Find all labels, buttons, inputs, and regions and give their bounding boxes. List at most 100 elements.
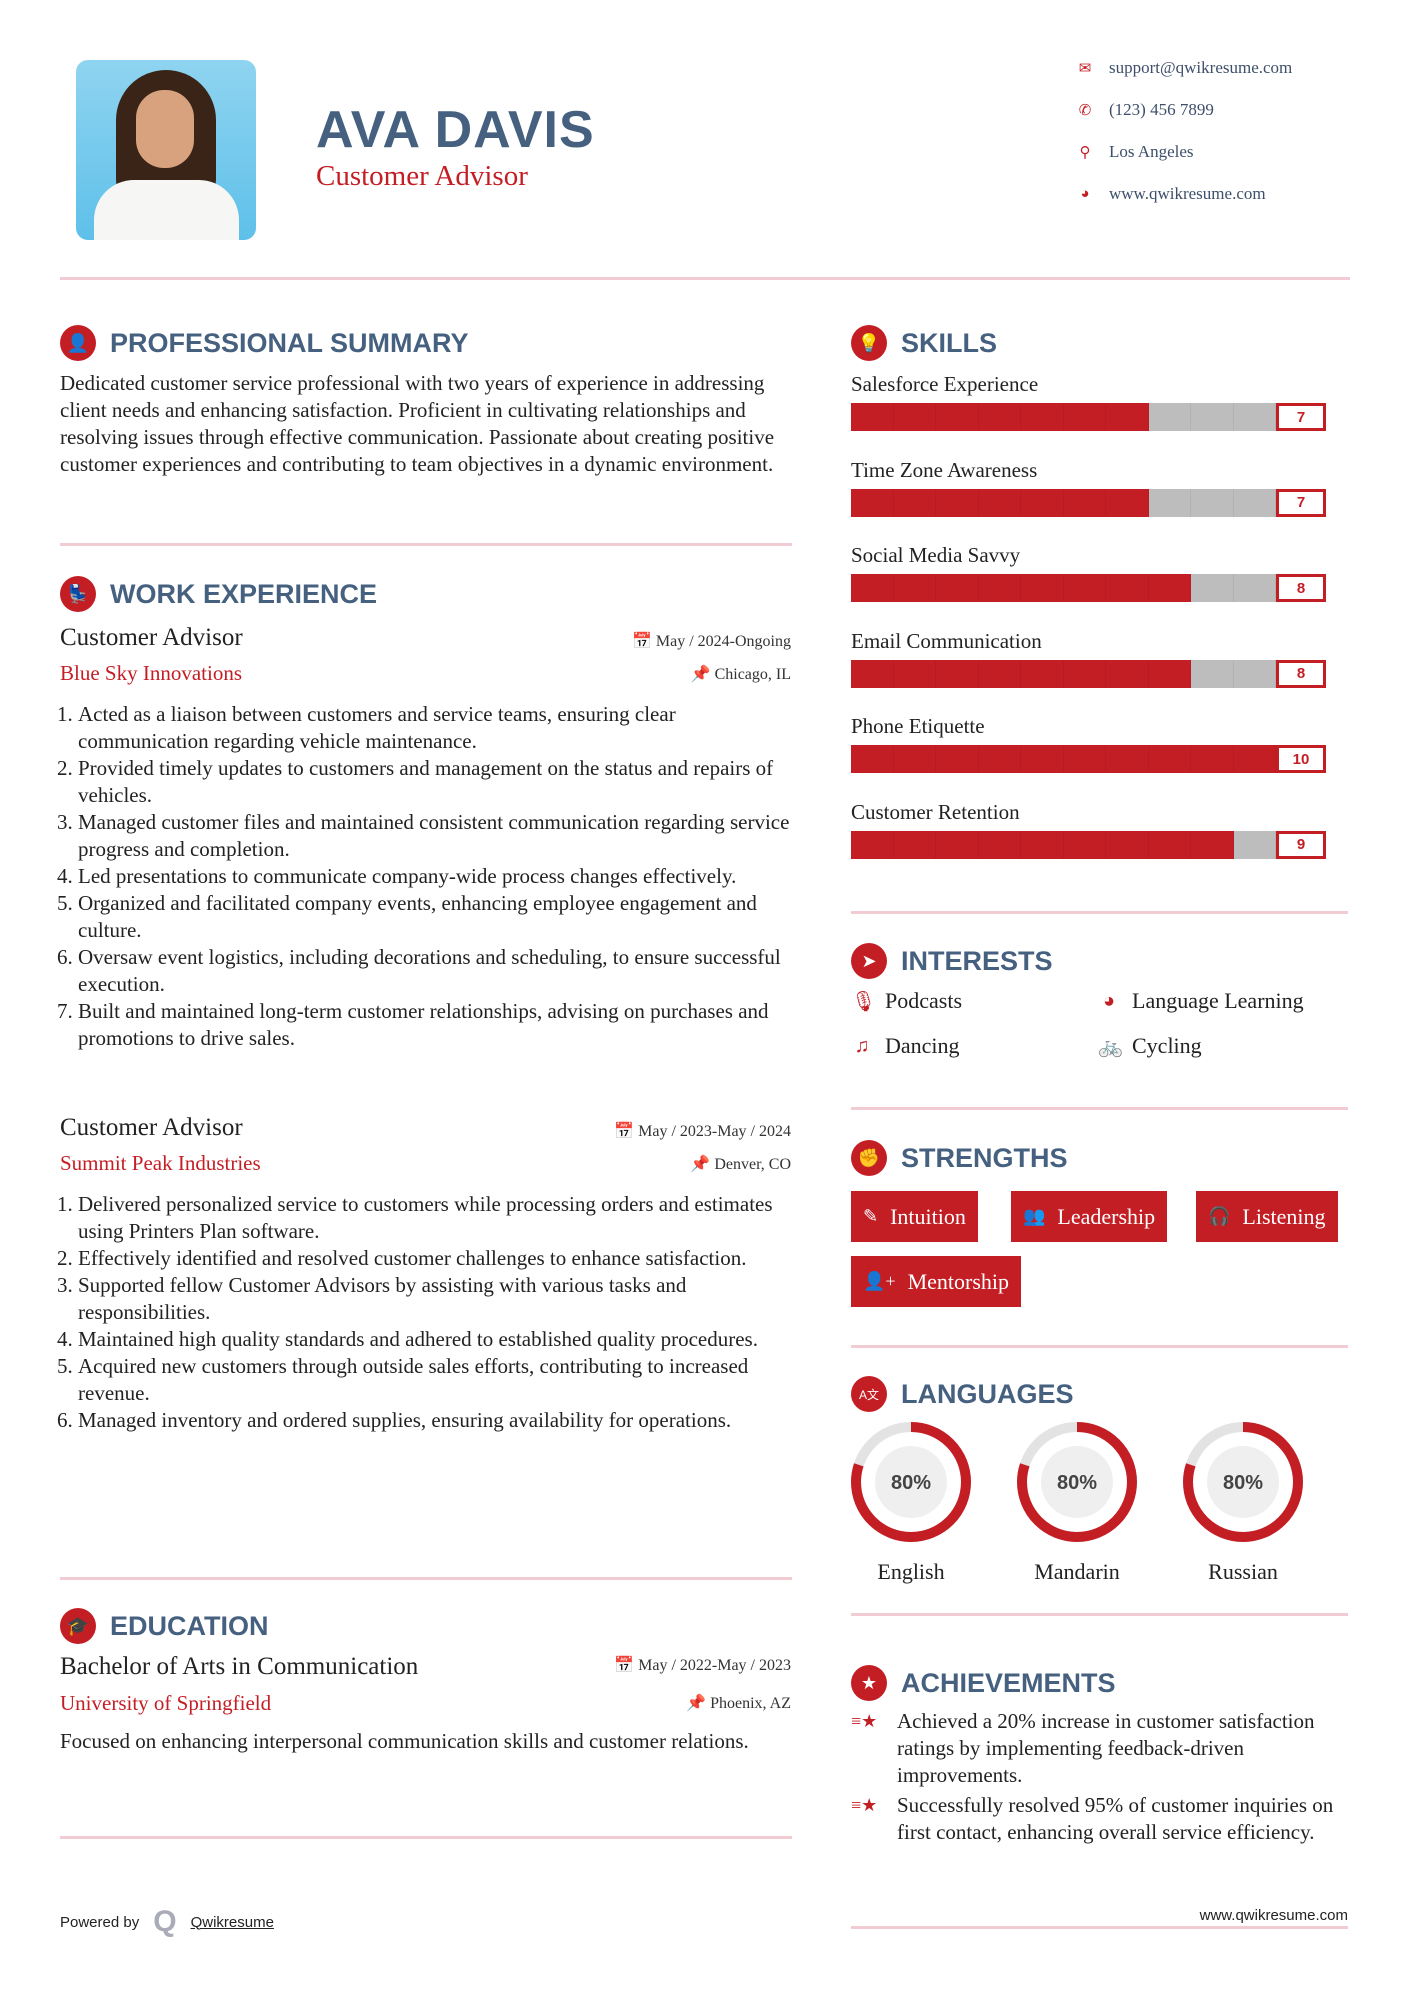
skill-segment <box>893 403 936 431</box>
language-label: English <box>877 1559 945 1584</box>
interest-item: ♫ Dancing <box>851 1033 960 1059</box>
strength-chip: ✎ Intuition <box>851 1191 978 1242</box>
star-icon: ★ <box>851 1665 887 1701</box>
footer-divider <box>851 1926 1348 1929</box>
section-title: ACHIEVEMENTS <box>901 1667 1116 1698</box>
contact-item: ⚲ Los Angeles <box>1075 142 1194 162</box>
skill-segment <box>1233 403 1276 431</box>
date-text: May / 2023-May / 2024 <box>638 1123 791 1140</box>
company-name: Blue Sky Innovations <box>60 661 242 685</box>
skill-segment <box>1021 574 1064 602</box>
skill-segment <box>1106 574 1149 602</box>
language-item: 80% Mandarin <box>1015 1420 1139 1585</box>
language-donut: 80% <box>1017 1422 1137 1542</box>
skills-heading: 💡 SKILLS <box>851 325 997 361</box>
skill-segment <box>1063 745 1106 773</box>
achievement-item: ≡★ Successfully resolved 95% of customer … <box>851 1792 1348 1846</box>
skill-segment <box>1233 745 1276 773</box>
skill-segment <box>1021 745 1064 773</box>
skill-label: Email Communication <box>851 628 1042 653</box>
skill-segment <box>1021 659 1064 688</box>
list-item: Oversaw event logistics, including decor… <box>78 944 800 998</box>
section-title: WORK EXPERIENCE <box>110 578 378 609</box>
list-item: Built and maintained long-term customer … <box>78 998 800 1052</box>
section-title: STRENGTHS <box>901 1142 1068 1173</box>
list-item: Effectively identified and resolved cust… <box>78 1245 800 1272</box>
candidate-title: Customer Advisor <box>316 160 528 192</box>
skill-segment <box>1021 830 1064 859</box>
skill-segment <box>851 830 894 859</box>
skill-segment <box>1233 659 1276 688</box>
skill-value: 8 <box>1276 574 1326 602</box>
donut-fill <box>851 1422 971 1542</box>
skill-segment <box>936 574 979 602</box>
skill-segment <box>1148 574 1191 602</box>
education-location: 📌 Phoenix, AZ <box>686 1693 791 1713</box>
interest-label: Cycling <box>1132 1033 1202 1058</box>
user-icon: 👤 <box>60 325 96 361</box>
skill-segment <box>851 745 894 773</box>
contact-item: ◕ www.qwikresume.com <box>1075 184 1265 204</box>
skill-value: 10 <box>1276 745 1326 773</box>
interest-item: 🚲 Cycling <box>1098 1033 1202 1059</box>
language-donut: 80% <box>1183 1422 1303 1542</box>
language-percent: 80% <box>1223 1472 1263 1494</box>
skill-segment <box>1063 659 1106 688</box>
language-donut: 80% <box>851 1422 971 1542</box>
contact-text: (123) 456 7899 <box>1109 100 1214 119</box>
education-date: 📅 May / 2022-May / 2023 <box>614 1655 791 1675</box>
skill-segment <box>851 488 894 517</box>
job-title: Customer Advisor <box>60 1114 243 1141</box>
section-divider <box>851 1107 1348 1110</box>
contact-text: Los Angeles <box>1109 142 1194 161</box>
shooting-star-icon: ≡★ <box>851 1711 878 1731</box>
strength-label: Listening <box>1242 1203 1326 1229</box>
globe-icon: ◕ <box>1080 185 1090 202</box>
skill-segment <box>1148 403 1191 431</box>
list-item: Managed inventory and ordered supplies, … <box>78 1407 800 1434</box>
skill-segment <box>936 830 979 859</box>
interest-item: ◕ Language Learning <box>1098 988 1304 1014</box>
skill-segment <box>1191 574 1234 602</box>
strength-label: Intuition <box>890 1203 966 1229</box>
language-label: Mandarin <box>1034 1559 1120 1584</box>
strength-label: Leadership <box>1057 1203 1156 1229</box>
profile-photo <box>76 60 256 240</box>
strength-label: Mentorship <box>907 1268 1010 1294</box>
skill-segment <box>978 659 1021 688</box>
interest-label: Podcasts <box>885 988 962 1013</box>
responsibility-list: Delivered personalized service to custom… <box>60 1191 800 1434</box>
list-item: Managed customer files and maintained co… <box>78 809 800 863</box>
summary-heading: 👤 PROFESSIONAL SUMMARY <box>60 325 469 361</box>
skill-segment <box>936 745 979 773</box>
skill-segment <box>1233 574 1276 602</box>
skill-segment <box>893 745 936 773</box>
job-date: 📅 May / 2023-May / 2024 <box>614 1121 791 1141</box>
language-item: 80% English <box>849 1420 973 1585</box>
section-divider <box>851 1613 1348 1616</box>
list-item: Led presentations to communicate company… <box>78 863 800 890</box>
job-date: 📅 May / 2024-Ongoing <box>632 631 791 651</box>
qwikresume-link[interactable]: Qwikresume <box>190 1913 274 1931</box>
skill-segment <box>893 488 936 517</box>
skill-segment <box>1191 659 1234 688</box>
strength-chip: 👤+ Mentorship <box>851 1256 1022 1307</box>
donut-fill <box>1017 1422 1137 1542</box>
skill-segment <box>1233 830 1276 859</box>
users-icon: 👥 <box>1023 1206 1046 1226</box>
powered-by-label: Powered by <box>60 1913 140 1931</box>
list-item: Supported fellow Customer Advisors by as… <box>78 1272 800 1326</box>
interest-label: Language Learning <box>1132 988 1304 1013</box>
strength-chip: 🎧 Listening <box>1196 1191 1338 1242</box>
list-item: Acted as a liaison between customers and… <box>78 701 800 755</box>
language-item: 80% Russian <box>1181 1420 1305 1585</box>
job-location: 📌 Denver, CO <box>690 1154 791 1174</box>
skill-segment <box>1106 830 1149 859</box>
calendar-icon: 📅 <box>614 1657 639 1674</box>
list-item: Maintained high quality standards and ad… <box>78 1326 800 1353</box>
section-divider <box>851 1345 1348 1348</box>
skill-segment <box>851 574 894 602</box>
pin-icon: 📌 <box>690 1156 715 1173</box>
location-text: Chicago, IL <box>714 666 791 683</box>
skill-segment <box>1063 574 1106 602</box>
